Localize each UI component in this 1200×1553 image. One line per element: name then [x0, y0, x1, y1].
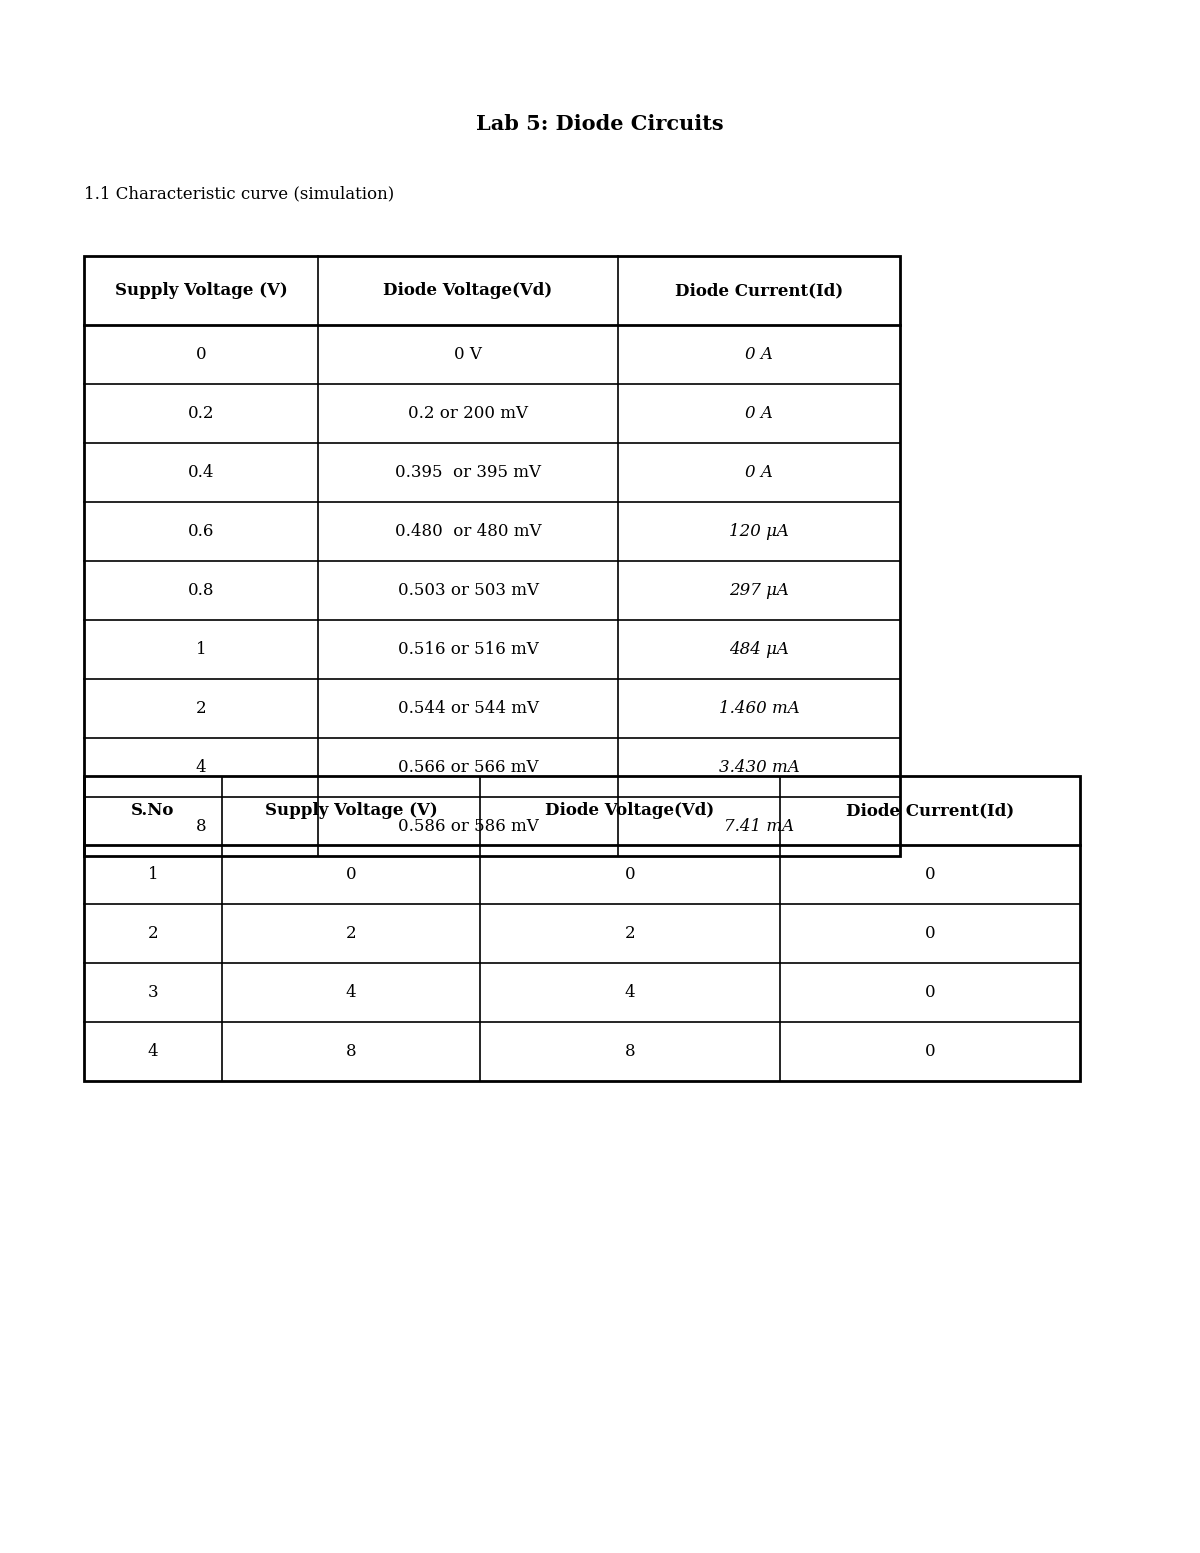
Bar: [84, 256, 900, 856]
Text: 0.4: 0.4: [187, 464, 215, 480]
Text: 2: 2: [148, 926, 158, 941]
Text: 0.516 or 516 mV: 0.516 or 516 mV: [397, 641, 539, 657]
Text: 0 V: 0 V: [454, 346, 482, 362]
Text: 0: 0: [925, 867, 935, 882]
Text: 1: 1: [196, 641, 206, 657]
Text: 4: 4: [148, 1044, 158, 1059]
Text: 3: 3: [148, 985, 158, 1000]
Text: 0.2: 0.2: [187, 405, 215, 421]
Text: 0: 0: [925, 985, 935, 1000]
Text: Diode Current(Id): Diode Current(Id): [846, 803, 1014, 818]
Text: 0.480  or 480 mV: 0.480 or 480 mV: [395, 523, 541, 539]
Text: 0.395  or 395 mV: 0.395 or 395 mV: [395, 464, 541, 480]
Text: 2: 2: [346, 926, 356, 941]
Text: 1.460 mA: 1.460 mA: [719, 700, 799, 716]
Text: 3.430 mA: 3.430 mA: [719, 759, 799, 775]
Text: 0.503 or 503 mV: 0.503 or 503 mV: [397, 582, 539, 598]
Text: Diode Voltage(Vd): Diode Voltage(Vd): [383, 283, 553, 298]
Text: 484 μA: 484 μA: [730, 641, 788, 657]
Text: 1: 1: [148, 867, 158, 882]
Text: 297 μA: 297 μA: [730, 582, 788, 598]
Text: 0 A: 0 A: [745, 405, 773, 421]
Text: 8: 8: [625, 1044, 635, 1059]
Text: 1.1 Characteristic curve (simulation): 1.1 Characteristic curve (simulation): [84, 186, 395, 202]
Text: 4: 4: [196, 759, 206, 775]
Text: Diode Voltage(Vd): Diode Voltage(Vd): [545, 803, 715, 818]
Text: Diode Current(Id): Diode Current(Id): [674, 283, 844, 298]
Text: 120 μA: 120 μA: [730, 523, 788, 539]
Text: 0: 0: [625, 867, 635, 882]
Text: 0.586 or 586 mV: 0.586 or 586 mV: [397, 818, 539, 834]
Text: 2: 2: [625, 926, 635, 941]
Text: 2: 2: [196, 700, 206, 716]
Text: 0: 0: [925, 1044, 935, 1059]
Text: 0 A: 0 A: [745, 464, 773, 480]
Text: 0.2 or 200 mV: 0.2 or 200 mV: [408, 405, 528, 421]
Text: 0.8: 0.8: [187, 582, 215, 598]
Text: 4: 4: [625, 985, 635, 1000]
Text: 7.41 mA: 7.41 mA: [724, 818, 794, 834]
Text: 0: 0: [196, 346, 206, 362]
Text: 0.566 or 566 mV: 0.566 or 566 mV: [397, 759, 539, 775]
Text: 8: 8: [196, 818, 206, 834]
Text: Supply Voltage (V): Supply Voltage (V): [115, 283, 287, 298]
Text: 0.6: 0.6: [188, 523, 214, 539]
Text: 8: 8: [346, 1044, 356, 1059]
Text: S.No: S.No: [131, 803, 175, 818]
Text: Lab 5: Diode Circuits: Lab 5: Diode Circuits: [476, 115, 724, 134]
Text: 0.544 or 544 mV: 0.544 or 544 mV: [397, 700, 539, 716]
Text: 0: 0: [925, 926, 935, 941]
Text: Supply Voltage (V): Supply Voltage (V): [265, 803, 437, 818]
Text: 4: 4: [346, 985, 356, 1000]
Bar: [84, 776, 1080, 1081]
Text: 0: 0: [346, 867, 356, 882]
Text: 0 A: 0 A: [745, 346, 773, 362]
